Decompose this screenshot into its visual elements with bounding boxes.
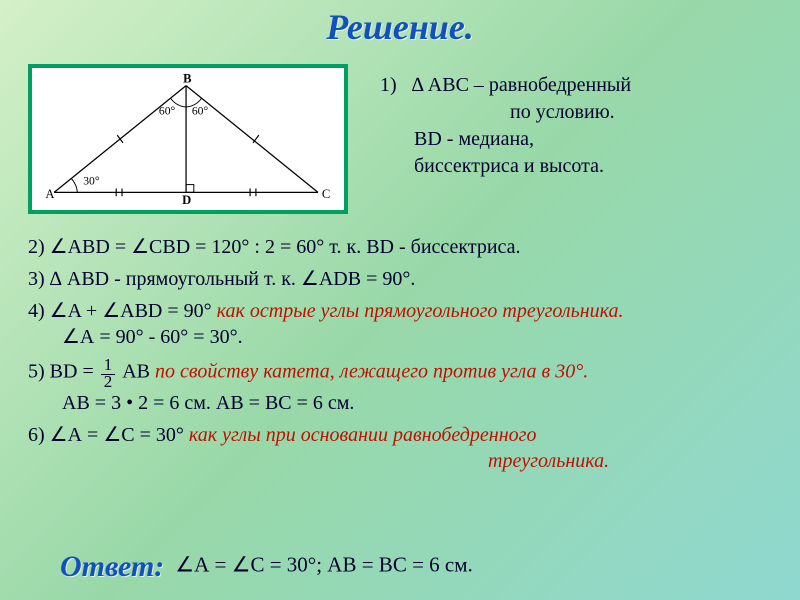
answer: Ответ: ∠А = ∠С = 30°; АВ = ВС = 6 см. [60,550,780,584]
step6-note2: треугольника. [28,450,609,472]
vertex-b: B [183,74,192,86]
vertex-c: C [322,187,330,201]
step1-l2: по условию. [380,101,615,123]
fraction-half: 1 2 [101,356,116,390]
step5-note: по свойству катета, лежащего против угла… [155,361,588,383]
step1-num: 1) [380,74,397,96]
step4-b: ∠А = 90° - 60° = 30°. [28,326,243,348]
triangle-svg: A B C D 60° 60° 30° [38,74,338,204]
step6-note1: как углы при основании равнобедренного [189,424,537,446]
step1-l3: BD - медиана, [380,128,534,150]
step5-c: AB = 3 • 2 = 6 см. АВ = ВС = 6 см. [28,392,354,414]
angle-60-right: 60° [192,105,209,118]
page-title: Решение. [0,0,800,48]
step5-a: 5) BD = [28,361,99,383]
step1-l4: биссектриса и высота. [380,155,604,177]
angle-60-left: 60° [159,105,176,118]
vertex-d: D [182,193,191,204]
step6-a: 6) ∠А = ∠С = 30° [28,424,189,446]
answer-label: Ответ: [60,550,164,584]
step1-l1: ∆ ABC – равнобедренный [412,74,631,96]
frac-den: 2 [101,372,116,391]
triangle-diagram: A B C D 60° 60° 30° [28,64,348,214]
vertex-a: A [45,187,55,201]
step5-b: АВ [122,361,155,383]
answer-text: ∠А = ∠С = 30°; АВ = ВС = 6 см. [175,553,472,577]
step4-note: как острые углы прямоугольного треугольн… [217,300,624,322]
step-2: 2) ∠АBD = ∠CBD = 120° : 2 = 60° т. к. BD… [28,234,780,260]
angle-30: 30° [83,175,100,188]
step-6: 6) ∠А = ∠С = 30° как углы при основании … [28,422,780,474]
solution-steps: 2) ∠АBD = ∠CBD = 120° : 2 = 60° т. к. BD… [28,234,780,480]
step-4: 4) ∠A + ∠ABD = 90° как острые углы прямо… [28,298,780,350]
step4-a: 4) ∠A + ∠ABD = 90° [28,300,217,322]
step-5: 5) BD = 1 2 АВ по свойству катета, лежащ… [28,356,780,416]
step-3: 3) ∆ АBD - прямоугольный т. к. ∠ADB = 90… [28,266,780,292]
step-1: 1) ∆ ABC – равнобедренный по условию. BD… [380,72,780,180]
